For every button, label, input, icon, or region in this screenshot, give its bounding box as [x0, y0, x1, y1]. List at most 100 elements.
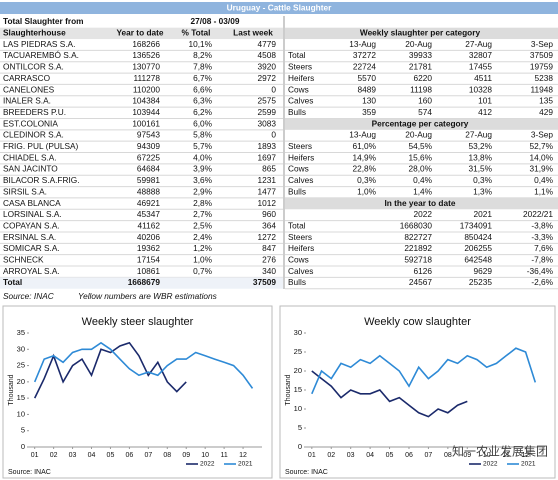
- cell: 2972: [258, 73, 277, 83]
- cell: 2,9%: [193, 186, 213, 196]
- cell: ONTILCOR S.A.: [3, 62, 64, 72]
- cell: 103944: [132, 107, 160, 117]
- chart-source: Source: INAC: [8, 469, 51, 476]
- cell: COPAYAN S.A.: [3, 220, 60, 230]
- cell: 3,9%: [193, 164, 213, 174]
- cell: 19759: [530, 62, 553, 72]
- cell: LORSINAL S.A.: [3, 209, 62, 219]
- cell: Calves: [288, 266, 313, 276]
- cell: 67225: [137, 152, 160, 162]
- y-tick-label: 25: [17, 361, 25, 370]
- cell: 960: [262, 209, 276, 219]
- column-header: 2022/21: [523, 209, 553, 219]
- x-tick-label: 05: [107, 452, 115, 459]
- cell: 101: [478, 96, 492, 106]
- cell: SOMICAR S.A.: [3, 243, 60, 253]
- legend-label: 2022: [200, 461, 215, 468]
- series-line: [33, 341, 254, 389]
- period: 27/08 - 03/09: [191, 16, 240, 26]
- cell: INALER S.A.: [3, 96, 51, 106]
- cell: 429: [539, 107, 553, 117]
- cell: 1477: [258, 186, 277, 196]
- y-tick-label: 20: [17, 377, 25, 386]
- cell: 54,5%: [408, 141, 432, 151]
- cell: LAS PIEDRAS S.A.: [3, 39, 75, 49]
- cell: 11198: [410, 84, 432, 94]
- cell: 25235: [469, 277, 492, 287]
- cell: Bulls: [288, 186, 306, 196]
- row-band: [0, 277, 283, 289]
- cell: 168266: [132, 39, 160, 49]
- cell: 1893: [258, 141, 277, 151]
- legend-label: 2021: [521, 461, 536, 468]
- cell: SIRSIL S.A.: [3, 186, 47, 196]
- watermark: 知一农业发展集团: [452, 444, 548, 459]
- cell: 31,9%: [529, 164, 553, 174]
- cell: 5238: [535, 73, 554, 83]
- column-header: 2021: [474, 209, 493, 219]
- row-band: [285, 118, 558, 130]
- cell: 412: [478, 107, 492, 117]
- cell: 17455: [469, 62, 492, 72]
- cell: 17154: [137, 255, 160, 265]
- section-title: Percentage per category: [372, 118, 469, 128]
- column-header: 20-Aug: [405, 39, 432, 49]
- x-tick-label: 08: [163, 452, 171, 459]
- cell: 1,0%: [357, 186, 377, 196]
- x-tick-label: 12: [522, 452, 530, 459]
- cell: Bulls: [288, 107, 306, 117]
- cell: 22724: [353, 62, 376, 72]
- x-tick-label: 08: [444, 452, 452, 459]
- cell: 592718: [404, 255, 432, 265]
- legend-label: 2022: [483, 461, 498, 468]
- cell: BREEDERS P.U.: [3, 107, 66, 117]
- cell: 10,1%: [188, 39, 212, 49]
- cell: 48888: [137, 186, 160, 196]
- cell: Calves: [288, 175, 313, 185]
- y-tick-label: 30: [294, 328, 302, 337]
- cell: SCHNECK: [3, 255, 44, 265]
- cell: 1,3%: [473, 186, 493, 196]
- cell: Heifers: [288, 73, 314, 83]
- chart-title: Weekly steer slaughter: [82, 316, 194, 328]
- cell: 111278: [134, 73, 161, 83]
- cell: 0: [271, 84, 276, 94]
- cell: Calves: [288, 96, 313, 106]
- series-line: [33, 341, 187, 399]
- cell: 2,4%: [193, 232, 213, 242]
- cell: 41162: [138, 220, 161, 230]
- column-header: 13-Aug: [349, 39, 376, 49]
- cell: CARRASCO: [3, 73, 51, 83]
- cell: 2,8%: [193, 198, 213, 208]
- column-header: Year to date: [116, 28, 163, 38]
- cell: 1,1%: [534, 186, 554, 196]
- cell: 4511: [474, 73, 492, 83]
- x-tick-label: 03: [347, 452, 355, 459]
- cell: 206255: [464, 243, 492, 253]
- series-line: [311, 370, 468, 418]
- cell: Cows: [288, 164, 309, 174]
- row-band: [285, 27, 558, 40]
- cell: 10328: [469, 84, 492, 94]
- legend-label: 2021: [238, 461, 253, 468]
- cell: CHIADEL S.A.: [3, 152, 57, 162]
- x-tick-label: 02: [50, 452, 58, 459]
- row-band: [285, 197, 558, 210]
- y-tick-label: 20: [294, 366, 302, 375]
- y-tick-label: 0: [21, 442, 25, 451]
- cell: 64684: [137, 164, 160, 174]
- cell: 37272: [353, 50, 376, 60]
- cell: 110200: [133, 84, 160, 94]
- cell: 364: [262, 220, 276, 230]
- cell: 22,8%: [352, 164, 376, 174]
- x-tick-label: 01: [31, 452, 39, 459]
- cell: 6126: [414, 266, 433, 276]
- cell: -3,3%: [531, 232, 553, 242]
- cell: 3083: [258, 118, 277, 128]
- chart-source: Source: INAC: [285, 469, 328, 476]
- cell: 5,8%: [193, 130, 213, 140]
- cell: 0,7%: [193, 266, 213, 276]
- chart-title: Weekly cow slaughter: [364, 316, 471, 328]
- cell: Cows: [288, 84, 309, 94]
- cell: 6,7%: [193, 73, 213, 83]
